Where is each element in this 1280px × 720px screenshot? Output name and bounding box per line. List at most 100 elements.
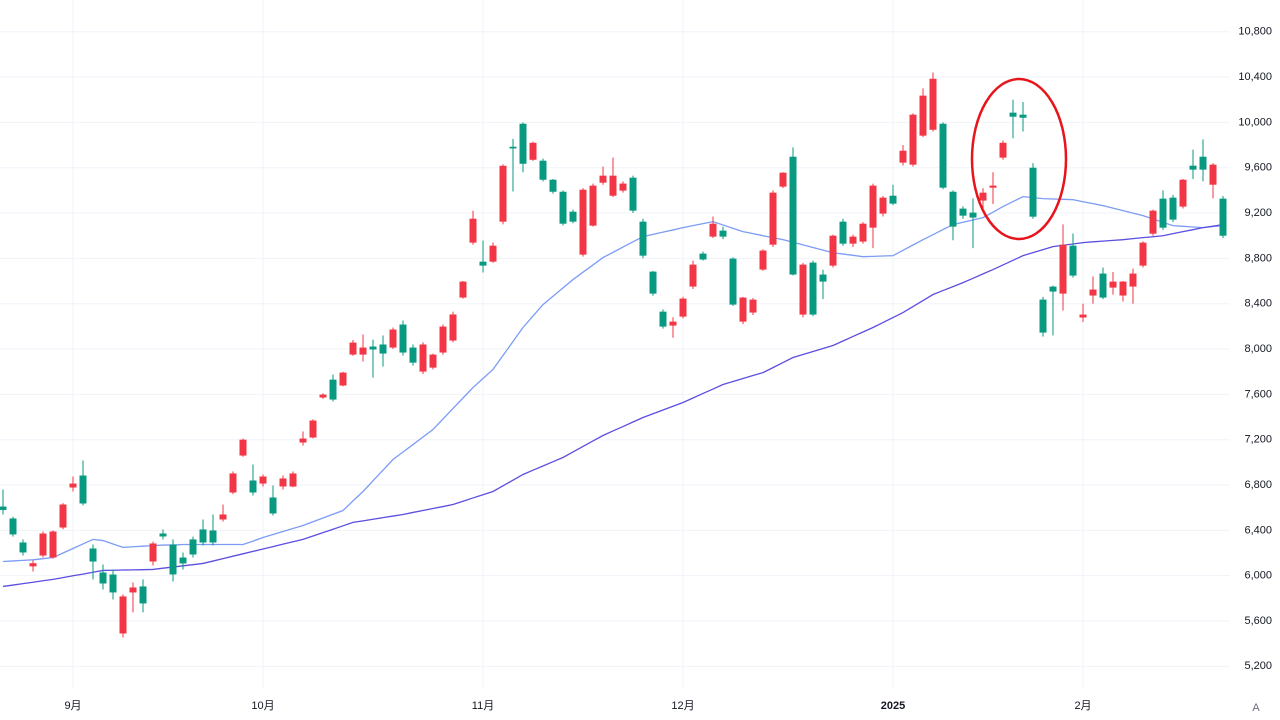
candle-body <box>819 274 827 282</box>
candle-body <box>1189 165 1197 170</box>
candle-body <box>1129 273 1137 287</box>
candle-body <box>609 175 617 196</box>
candle-body <box>329 379 337 400</box>
candle-body <box>479 261 487 266</box>
candle-body <box>29 563 37 567</box>
candle-body <box>549 179 557 192</box>
candle-body <box>569 211 577 222</box>
candle-body <box>89 548 97 562</box>
candle-body <box>1039 299 1047 333</box>
auto-scale-button[interactable]: A <box>1252 702 1260 714</box>
candle-body <box>259 476 267 484</box>
candle-body <box>929 78 937 130</box>
candle-body <box>1139 242 1147 266</box>
candle-body <box>599 175 607 183</box>
candle-body <box>19 542 27 553</box>
y-tick-label: 8,400 <box>1244 298 1272 310</box>
candle-body <box>239 439 247 456</box>
candle-body <box>829 235 837 266</box>
candle-body <box>469 218 477 243</box>
candle-body <box>649 271 657 294</box>
candle-body <box>339 372 347 386</box>
moving-average-line <box>2 195 1224 563</box>
candle-body <box>539 160 547 180</box>
candle-body <box>289 473 297 487</box>
candle-body <box>149 543 157 562</box>
candle-body <box>1149 210 1157 234</box>
candle-body <box>769 192 777 245</box>
y-tick-label: 9,600 <box>1244 162 1272 174</box>
y-tick-label: 10,800 <box>1238 26 1272 38</box>
candle-body <box>889 195 897 204</box>
candle-body <box>159 533 167 537</box>
y-tick-label: 5,200 <box>1244 660 1272 672</box>
candle-body <box>399 324 407 353</box>
y-tick-label: 6,400 <box>1244 524 1272 536</box>
y-tick-label: 6,800 <box>1244 479 1272 491</box>
candle-body <box>1059 244 1067 294</box>
y-tick-label: 9,200 <box>1244 207 1272 219</box>
y-tick-label: 10,400 <box>1238 71 1272 83</box>
candle-body <box>459 281 467 298</box>
candle-body <box>729 258 737 305</box>
moving-average-line <box>2 223 1224 588</box>
candle-body <box>369 346 377 350</box>
candle-body <box>1209 164 1217 185</box>
candle-body <box>169 544 177 575</box>
candle-body <box>409 347 417 363</box>
y-tick-label: 7,200 <box>1244 434 1272 446</box>
candle-body <box>719 230 727 237</box>
candle-body <box>299 438 307 443</box>
x-tick-label: 12月 <box>671 700 694 712</box>
x-tick-label: 9月 <box>64 700 81 712</box>
candle-body <box>1089 289 1097 296</box>
candle-body <box>869 185 877 228</box>
candle-body <box>739 297 747 322</box>
candle-body <box>759 250 767 270</box>
candle-body <box>209 530 217 543</box>
x-tick-label: 11月 <box>472 700 494 712</box>
candle-body <box>999 142 1007 158</box>
candle-body <box>429 354 437 368</box>
candle-body <box>219 514 227 520</box>
candle-body <box>969 212 977 218</box>
candle-body <box>909 114 917 165</box>
candle-body <box>229 473 237 493</box>
candle-body <box>419 344 427 372</box>
candle-body <box>959 208 967 216</box>
candle-body <box>779 172 787 187</box>
candle-body <box>619 183 627 191</box>
candle-body <box>579 189 587 255</box>
candle-body <box>1009 112 1017 117</box>
candle-body <box>849 236 857 244</box>
candle-body <box>1119 281 1127 296</box>
candle-body <box>319 394 327 398</box>
candle-body <box>509 146 517 149</box>
candle-body <box>59 504 67 528</box>
candle-body <box>359 347 367 355</box>
grid <box>0 0 1230 689</box>
x-tick-label: 10月 <box>251 700 274 712</box>
candle-body <box>1219 198 1227 236</box>
candle-body <box>1199 156 1207 170</box>
candle-body <box>69 483 77 488</box>
candle-body <box>1079 314 1087 318</box>
y-tick-label: 6,000 <box>1244 570 1272 582</box>
candle-body <box>379 344 387 354</box>
candle-body <box>589 185 597 226</box>
candle-body <box>1169 197 1177 220</box>
candle-body <box>269 497 277 514</box>
candle-body <box>309 420 317 438</box>
candle-body <box>519 123 527 164</box>
candle-body <box>709 223 717 237</box>
candle-body <box>1109 281 1117 288</box>
candle-body <box>1069 245 1077 276</box>
candle-body <box>629 177 637 211</box>
candle-body <box>679 298 687 317</box>
x-tick-label: 2025 <box>881 700 905 712</box>
candle-body <box>109 574 117 593</box>
candle-body <box>799 264 807 315</box>
